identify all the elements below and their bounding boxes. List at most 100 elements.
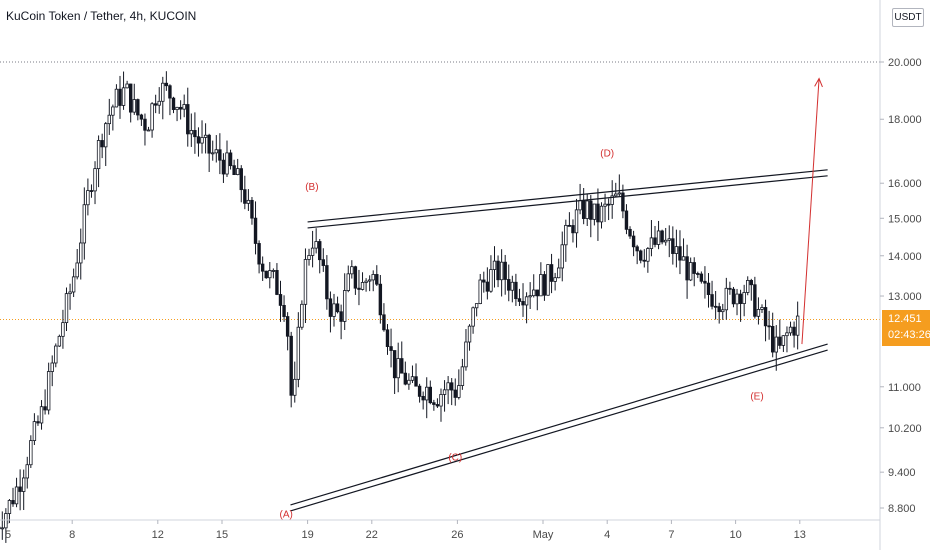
- candle-body: [350, 266, 354, 275]
- candle-body: [96, 140, 101, 170]
- candle-body: [43, 406, 47, 411]
- candle-body: [389, 346, 393, 351]
- candle-body: [150, 103, 154, 131]
- candle-body: [161, 82, 165, 102]
- candle-body: [507, 279, 511, 291]
- candle-body: [396, 358, 400, 379]
- candle-body: [14, 486, 19, 505]
- candle-body: [293, 378, 297, 396]
- candle-body: [89, 190, 94, 192]
- candle-body: [182, 104, 186, 110]
- candle-body: [514, 281, 518, 300]
- candle-body: [649, 237, 654, 249]
- time-tick-label: 13: [794, 529, 806, 541]
- candle-body: [168, 85, 172, 99]
- candle-body: [203, 134, 208, 138]
- wave-label: (D): [600, 149, 614, 160]
- candle-body: [549, 264, 554, 282]
- candle-body: [71, 276, 76, 293]
- candle-body: [571, 225, 575, 234]
- candle-body: [660, 230, 664, 243]
- candle-body: [474, 303, 479, 309]
- candle-body: [332, 303, 336, 317]
- candle-body: [738, 293, 743, 304]
- candle-body: [539, 274, 543, 297]
- candle-body: [11, 500, 15, 505]
- candle-body: [631, 235, 636, 248]
- candle-body: [742, 292, 746, 304]
- candle-body: [36, 421, 40, 424]
- time-tick-label: May: [533, 529, 554, 541]
- time-tick-label: 8: [69, 529, 75, 541]
- candle-body: [770, 325, 775, 353]
- candle-body: [546, 264, 550, 296]
- candle-body: [157, 100, 161, 106]
- candle-body: [653, 237, 657, 245]
- candle-body: [64, 293, 69, 324]
- candle-body: [32, 421, 37, 441]
- candle-body: [671, 238, 675, 254]
- candle-body: [139, 114, 144, 120]
- candle-body: [68, 291, 72, 295]
- candle-body: [788, 326, 793, 334]
- wave-label: (A): [280, 509, 293, 520]
- candle-body: [453, 389, 457, 398]
- candle-body: [696, 273, 700, 275]
- candle-body: [400, 358, 404, 374]
- wave-label: (B): [305, 182, 318, 193]
- candle-body: [342, 290, 347, 322]
- candle-body: [617, 192, 622, 195]
- candle-body: [214, 149, 218, 154]
- candle-body: [46, 371, 51, 411]
- candle-body: [200, 137, 204, 144]
- candle-body: [378, 283, 383, 316]
- candle-body: [303, 259, 308, 305]
- candle-body: [410, 376, 415, 381]
- candle-body: [485, 281, 490, 292]
- candle-body: [121, 87, 126, 106]
- candle-body: [282, 305, 286, 317]
- candle-body: [699, 273, 704, 282]
- candle-body: [767, 325, 771, 328]
- candle-body: [143, 118, 147, 131]
- candle-body: [717, 306, 721, 313]
- candle-body: [492, 260, 497, 270]
- candle-body: [446, 382, 450, 391]
- candle-body: [621, 192, 625, 212]
- candle-body: [460, 366, 465, 386]
- upper-trendline: [307, 169, 828, 223]
- candle-body: [371, 274, 375, 281]
- candle-body: [300, 303, 304, 328]
- time-tick-label: 5: [5, 529, 11, 541]
- candle-body: [285, 316, 290, 337]
- candle-body: [425, 386, 429, 401]
- time-tick-label: 7: [668, 529, 674, 541]
- candle-body: [235, 168, 240, 176]
- currency-button[interactable]: USDT: [892, 8, 924, 27]
- time-tick-label: 19: [301, 529, 313, 541]
- candle-body: [50, 362, 54, 372]
- price-tick-label: 13.000: [888, 291, 922, 303]
- candle-body: [7, 500, 12, 514]
- candle-body: [781, 335, 786, 346]
- candle-body: [760, 307, 764, 310]
- candle-body: [136, 99, 140, 116]
- time-axis: 5 8 12 15 19 22 26 May 4 7 10 13: [0, 519, 880, 541]
- candle-body: [553, 277, 557, 282]
- candle-body: [0, 527, 4, 530]
- candle-body: [478, 279, 482, 305]
- candle-body: [128, 83, 133, 113]
- drawing-overlays: (A) (B) (C) (D) (E): [280, 77, 828, 520]
- candle-body: [499, 261, 504, 281]
- candle-body: [257, 243, 261, 265]
- candle-body: [164, 82, 169, 87]
- candle-body: [314, 241, 318, 249]
- candle-body: [353, 266, 358, 289]
- candle-body: [118, 88, 122, 106]
- candle-body: [196, 136, 201, 144]
- candle-body: [278, 294, 283, 306]
- candle-body: [703, 280, 707, 284]
- candle-body: [442, 389, 447, 395]
- candle-body: [79, 242, 83, 264]
